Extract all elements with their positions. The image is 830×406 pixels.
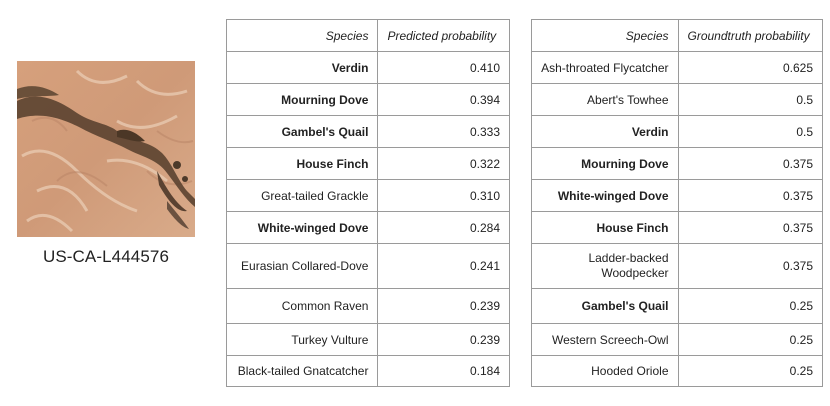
probability-cell: 0.333 <box>377 115 510 148</box>
species-cell: Verdin <box>531 115 679 148</box>
species-cell: Ash-throated Flycatcher <box>531 51 679 84</box>
probability-cell: 0.239 <box>377 323 510 356</box>
species-cell: Gambel's Quail <box>225 115 379 148</box>
species-cell: Black-tailed Gnatcatcher <box>225 355 379 387</box>
table-row: House Finch 0.322 <box>225 147 510 180</box>
species-cell: Ladder-backed Woodpecker <box>531 243 679 289</box>
probability-cell: 0.410 <box>377 51 510 84</box>
species-cell: White-winged Dove <box>225 211 379 244</box>
species-cell: Gambel's Quail <box>531 288 679 324</box>
probability-cell: 0.184 <box>377 355 510 387</box>
groundtruth-probability-header: Groundtruth probability <box>677 19 823 52</box>
site-id-label: US-CA-L444576 <box>42 247 170 266</box>
table-row: House Finch 0.375 <box>531 211 823 244</box>
table-row: Black-tailed Gnatcatcher 0.184 <box>225 355 510 387</box>
species-cell: Turkey Vulture <box>225 323 379 356</box>
species-cell: Common Raven <box>225 288 379 324</box>
probability-cell: 0.394 <box>377 83 510 116</box>
probability-cell: 0.322 <box>377 147 510 180</box>
table-row: Eurasian Collared-Dove 0.241 <box>225 243 510 289</box>
table-row: Verdin 0.5 <box>531 115 823 148</box>
probability-cell: 0.239 <box>377 288 510 324</box>
species-cell: House Finch <box>225 147 379 180</box>
table-row: Verdin 0.410 <box>225 51 510 84</box>
table-row: Western Screech-Owl 0.25 <box>531 323 823 356</box>
table-row: Ladder-backed Woodpecker 0.375 <box>531 243 823 289</box>
species-cell: Western Screech-Owl <box>531 323 679 356</box>
table-row: Mourning Dove 0.375 <box>531 147 823 180</box>
probability-cell: 0.375 <box>677 147 823 180</box>
table-row: Ash-throated Flycatcher 0.625 <box>531 51 823 84</box>
species-cell: Hooded Oriole <box>531 355 679 387</box>
probability-cell: 0.375 <box>677 211 823 244</box>
table-row: Great-tailed Grackle 0.310 <box>225 179 510 212</box>
species-cell: Abert's Towhee <box>531 83 679 116</box>
probability-cell: 0.5 <box>677 115 823 148</box>
probability-cell: 0.25 <box>677 288 823 324</box>
probability-cell: 0.310 <box>377 179 510 212</box>
probability-cell: 0.25 <box>677 355 823 387</box>
species-cell: Mourning Dove <box>225 83 379 116</box>
table-row: White-winged Dove 0.284 <box>225 211 510 244</box>
probability-cell: 0.625 <box>677 51 823 84</box>
species-cell: Mourning Dove <box>531 147 679 180</box>
probability-cell: 0.241 <box>377 243 510 289</box>
probability-cell: 0.5 <box>677 83 823 116</box>
groundtruth-probability-table: Species Groundtruth probability Ash-thro… <box>531 19 823 387</box>
species-header: Species <box>531 19 679 52</box>
table-header-row: Species Groundtruth probability <box>531 19 823 52</box>
table-row: Hooded Oriole 0.25 <box>531 355 823 387</box>
species-cell: Great-tailed Grackle <box>225 179 379 212</box>
species-header: Species <box>225 19 379 52</box>
species-cell: Eurasian Collared-Dove <box>225 243 379 289</box>
table-row: Turkey Vulture 0.239 <box>225 323 510 356</box>
table-header-row: Species Predicted probability <box>225 19 510 52</box>
species-cell: White-winged Dove <box>531 179 679 212</box>
table-row: Mourning Dove 0.394 <box>225 83 510 116</box>
probability-cell: 0.284 <box>377 211 510 244</box>
table-row: Common Raven 0.239 <box>225 288 510 324</box>
table-row: White-winged Dove 0.375 <box>531 179 823 212</box>
table-row: Abert's Towhee 0.5 <box>531 83 823 116</box>
satellite-image <box>17 61 195 237</box>
table-row: Gambel's Quail 0.333 <box>225 115 510 148</box>
probability-cell: 0.25 <box>677 323 823 356</box>
predicted-probability-table: Species Predicted probability Verdin 0.4… <box>225 19 510 387</box>
species-cell: House Finch <box>531 211 679 244</box>
table-row: Gambel's Quail 0.25 <box>531 288 823 324</box>
predicted-probability-header: Predicted probability <box>377 19 510 52</box>
probability-cell: 0.375 <box>677 243 823 289</box>
species-cell: Verdin <box>225 51 379 84</box>
probability-cell: 0.375 <box>677 179 823 212</box>
